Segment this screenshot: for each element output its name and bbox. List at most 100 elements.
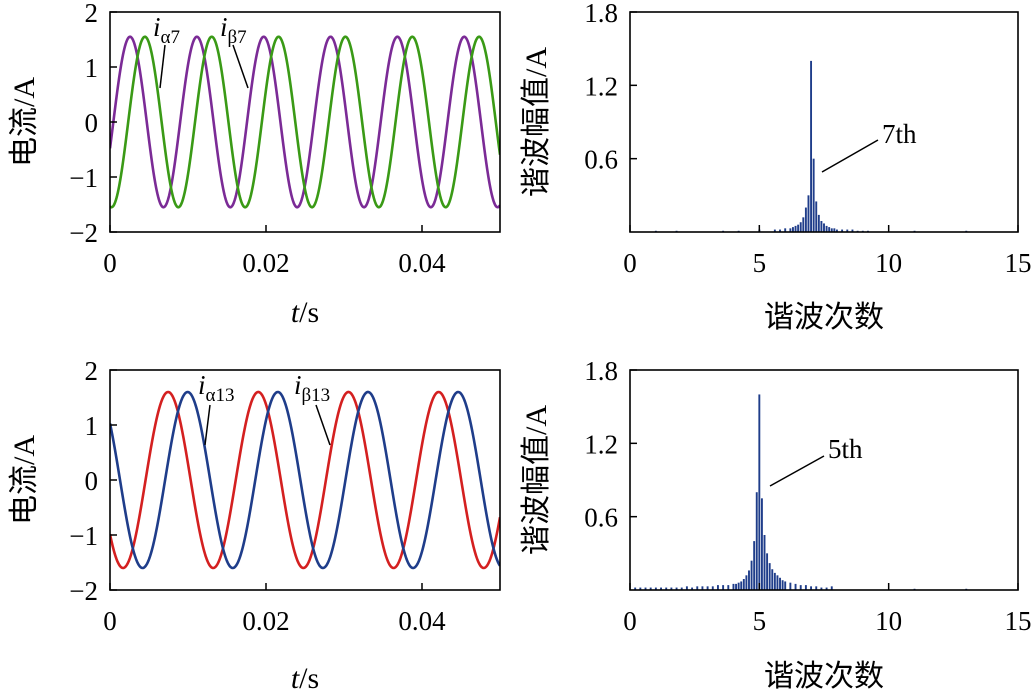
series-label-β13: iβ13	[294, 370, 330, 406]
bar-1.2	[660, 587, 662, 590]
bar-6.5	[797, 224, 800, 232]
x-tick-label: 15	[1005, 248, 1032, 278]
bar-5.6	[773, 572, 776, 590]
bar-1	[654, 587, 657, 590]
bar-1.8	[675, 587, 678, 590]
bar-5.9	[781, 580, 784, 590]
bar-8.2	[841, 229, 844, 232]
y-tick-label: 1	[85, 411, 99, 441]
bar-3.8	[727, 585, 730, 590]
annotation-leader	[232, 44, 249, 89]
bar-4.3	[740, 581, 743, 590]
annotation-leader	[159, 44, 166, 89]
y-tick-label: 1	[85, 53, 99, 83]
x-axis-label: t/s	[291, 296, 319, 329]
bar-5.1	[760, 498, 763, 590]
bar-7.4	[820, 587, 823, 590]
annotation-leader	[769, 455, 825, 487]
bar-3.6	[722, 585, 725, 590]
series-line-β13	[110, 390, 500, 570]
bar-4.9	[755, 492, 758, 590]
y-axis-label: 电流/A	[8, 77, 41, 167]
bar-5.3	[766, 553, 769, 590]
bar-0.2	[634, 587, 637, 590]
y-tick-label: 0.6	[584, 503, 618, 533]
bar-2.8	[701, 586, 704, 590]
bar-3.4	[716, 585, 719, 590]
bar-6.3	[792, 227, 794, 232]
bar-6.2	[789, 228, 792, 232]
y-tick-label: 0.6	[584, 145, 618, 175]
x-axis-label-unit: /s	[299, 662, 319, 691]
x-axis-label: t/s	[291, 662, 319, 691]
bar-4.1	[735, 583, 738, 590]
y-tick-label: 2	[85, 0, 99, 28]
harmonic-annotation: 7th	[882, 119, 917, 149]
y-tick-label: 1.8	[584, 0, 618, 28]
series-label-sub: α13	[206, 385, 235, 406]
bar-5.6	[773, 229, 776, 232]
bar-7.6	[825, 587, 828, 590]
bar-6.8	[804, 585, 807, 590]
series-line-β7	[110, 35, 500, 209]
bar-2.6	[696, 586, 699, 590]
bar-3.2	[711, 586, 714, 590]
plot-frame	[629, 11, 1019, 233]
bar-6.6	[799, 222, 802, 232]
x-tick-label: 0.04	[398, 248, 446, 278]
bar-6.4	[794, 225, 797, 232]
plot-frame	[629, 369, 1019, 591]
bar-7	[810, 60, 813, 233]
bar-0.4	[639, 587, 642, 590]
x-axis-label-var: t	[291, 296, 300, 329]
bar-6.8	[804, 207, 807, 232]
x-tick-label: 0	[623, 606, 637, 636]
bar-5.4	[768, 563, 771, 590]
x-tick-label: 0	[623, 248, 637, 278]
bar-7.1	[812, 158, 815, 232]
y-tick-label: −2	[69, 576, 98, 606]
bar-7	[810, 586, 813, 590]
bar-5.7	[776, 575, 779, 590]
x-tick-label: 0.02	[242, 248, 289, 278]
y-tick-label: −2	[69, 218, 98, 248]
bar-2.4	[691, 587, 694, 590]
y-tick-label: 1.2	[584, 429, 618, 459]
bar-7.8	[830, 228, 833, 232]
x-axis-label-var: t	[291, 662, 300, 691]
y-axis-label: 谐波幅值/A	[520, 405, 553, 555]
x-tick-label: 0.04	[398, 606, 446, 636]
series-label-sub: β13	[302, 385, 331, 406]
bar-1.4	[665, 587, 668, 590]
bar-7.8	[830, 586, 833, 590]
bar-0.6	[644, 587, 647, 590]
bar-4.8	[753, 541, 756, 590]
bar-6.9	[807, 195, 810, 232]
bar-5	[758, 394, 761, 590]
x-tick-label: 15	[1005, 606, 1032, 636]
series-label-main: i	[220, 12, 228, 42]
chart-panel-br: 0 5 10 15 1.8 1.2 0.6 谐波次数 谐波幅值/A 5th	[520, 356, 1032, 693]
bar-7.4	[820, 221, 823, 232]
bar-7.9	[833, 228, 836, 232]
x-tick-label: 5	[753, 606, 767, 636]
x-tick-label: 0	[103, 606, 117, 636]
series-label-α13: iα13	[198, 370, 234, 406]
bar-6	[784, 228, 787, 232]
bar-5.8	[779, 577, 781, 590]
bar-4.5	[745, 575, 748, 590]
bar-7.3	[817, 214, 820, 232]
x-tick-label: 0.02	[242, 606, 289, 636]
annotation-leader	[204, 404, 211, 446]
y-tick-label: 2	[85, 356, 99, 386]
bar-4	[732, 583, 735, 590]
chart-panel-tr: 0 5 10 15 1.8 1.2 0.6 谐波次数 谐波幅值/A 7th	[520, 0, 1032, 334]
bar-8.6	[851, 229, 854, 232]
series-line-α13	[110, 390, 500, 570]
series-label-sub: β7	[228, 27, 247, 48]
series-label-main: i	[294, 370, 302, 400]
bar-7.6	[825, 225, 828, 232]
